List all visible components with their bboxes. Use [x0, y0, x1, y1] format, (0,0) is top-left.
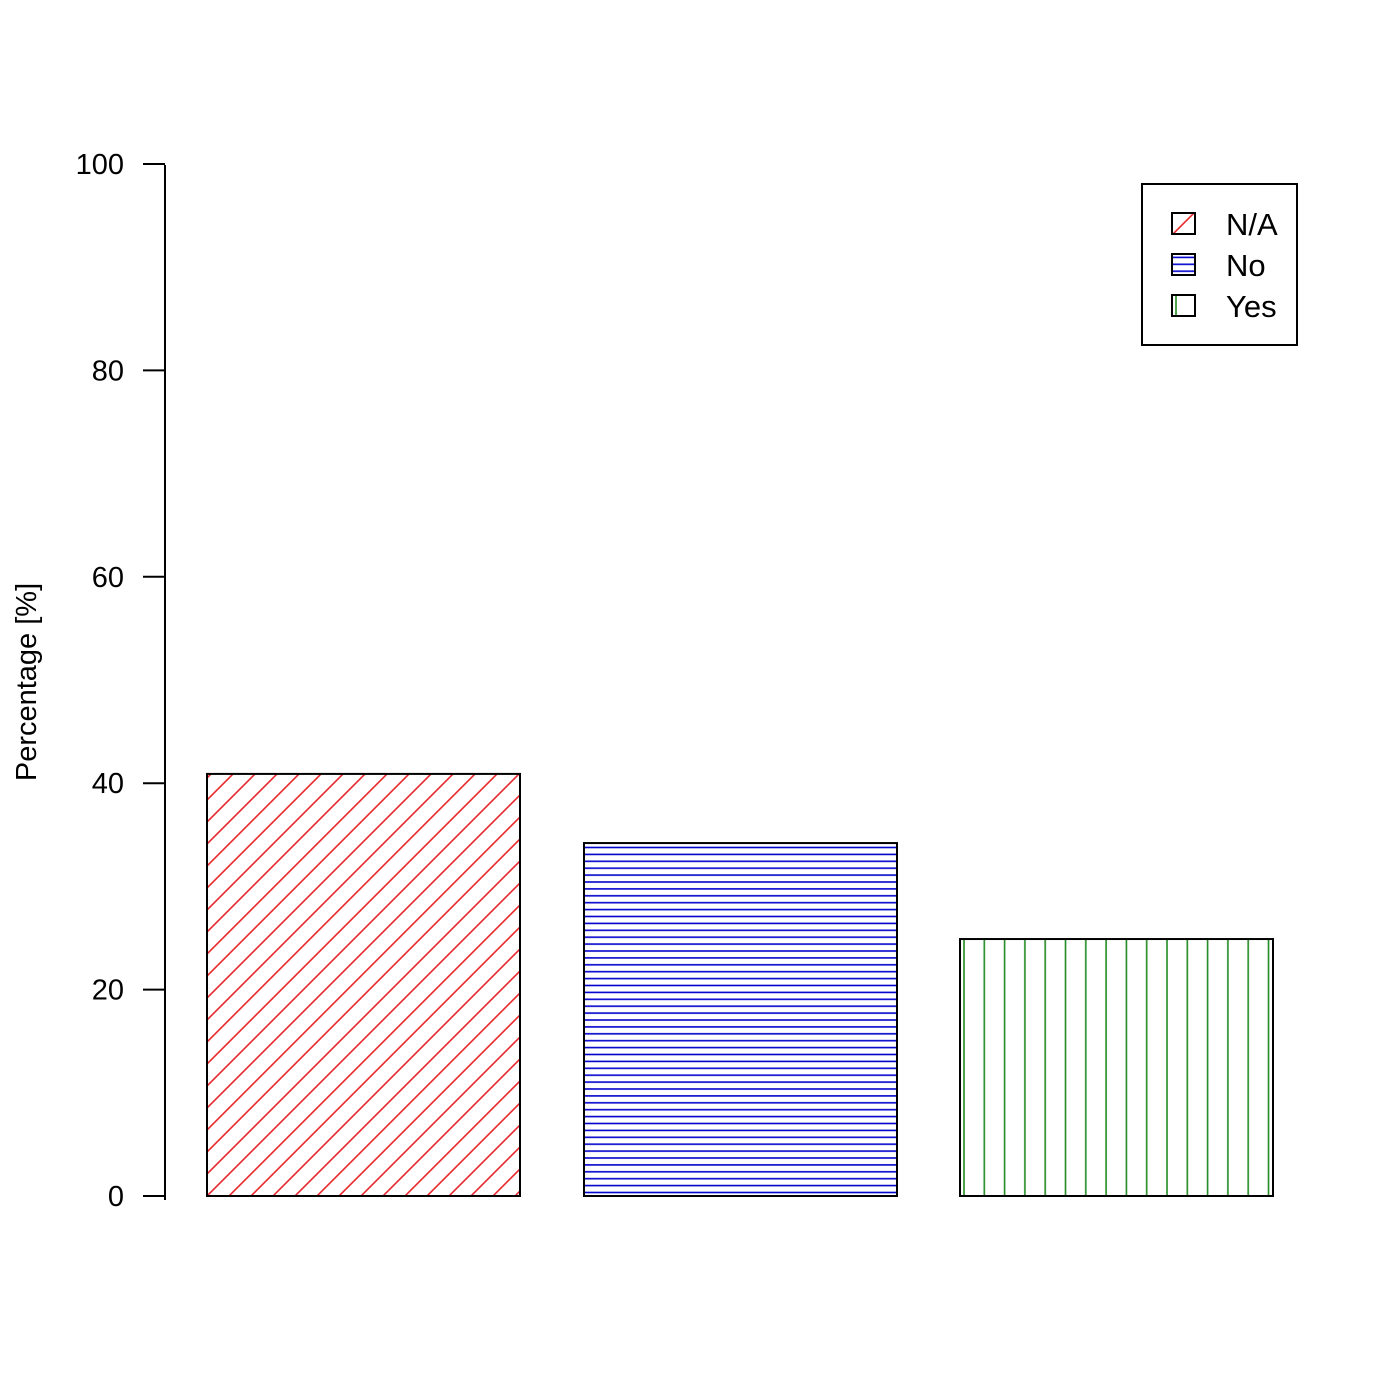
- y-tick-label-100: 100: [76, 149, 124, 181]
- bars-group: [206, 772, 1274, 1198]
- y-tick-label-40: 40: [92, 768, 124, 800]
- bar-no: [583, 842, 898, 1198]
- y-tick-label-60: 60: [92, 562, 124, 594]
- y-axis: 0 20 40 60 80 100: [76, 149, 166, 1213]
- legend-entry-no: No: [1171, 248, 1266, 283]
- legend-label: No: [1226, 248, 1266, 283]
- legend-label: N/A: [1226, 207, 1278, 242]
- legend-swatch: [1171, 253, 1196, 276]
- legend-entry-n-a: N/A: [1171, 207, 1278, 242]
- legend-box: [1141, 183, 1298, 346]
- legend: N/A No Yes: [1141, 183, 1298, 346]
- legend-swatch: [1171, 212, 1196, 235]
- legend-label: Yes: [1226, 289, 1277, 324]
- legend-swatch: [1171, 294, 1196, 317]
- bar-n-a: [206, 772, 521, 1197]
- bar-yes: [959, 938, 1274, 1197]
- y-tick-label-0: 0: [108, 1181, 124, 1213]
- y-tick-label-80: 80: [92, 355, 124, 387]
- y-axis-label: Percentage [%]: [11, 583, 43, 781]
- legend-entry-yes: Yes: [1171, 289, 1277, 324]
- y-tick-label-20: 20: [92, 975, 124, 1007]
